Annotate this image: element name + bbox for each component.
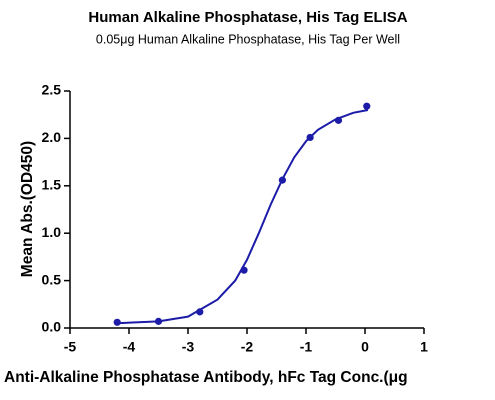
- x-tick-label: -4: [123, 339, 136, 355]
- x-tick-label: -1: [300, 339, 313, 355]
- data-point: [306, 133, 314, 142]
- y-tick-label: 1.0: [42, 224, 62, 240]
- y-tick-label: 0.0: [42, 319, 62, 335]
- data-point: [363, 102, 371, 110]
- data-point: [240, 266, 248, 274]
- x-axis-label: Anti-Alkaline Phosphatase Antibody, hFc …: [4, 369, 408, 386]
- y-tick-label: 1.5: [42, 177, 62, 193]
- data-point: [278, 176, 286, 184]
- x-tick-label: -2: [241, 339, 254, 355]
- chart-title: Human Alkaline Phosphatase, His Tag ELIS…: [88, 9, 407, 26]
- y-axis-label: Mean Abs.(OD450): [19, 141, 36, 277]
- chart-subtitle: 0.05μg Human Alkaline Phosphatase, His T…: [96, 32, 400, 46]
- x-tick-label: -5: [64, 339, 77, 355]
- data-point: [334, 116, 343, 124]
- x-tick-label: 0: [361, 339, 369, 355]
- y-tick-label: 0.5: [42, 271, 62, 287]
- data-point: [196, 308, 204, 316]
- y-tick-label: 2.5: [42, 82, 62, 98]
- data-point: [113, 318, 121, 326]
- x-tick-label: -3: [182, 339, 195, 355]
- data-point: [154, 317, 163, 325]
- x-tick-label: 1: [420, 339, 428, 355]
- y-tick-label: 2.0: [42, 129, 62, 145]
- fit-curve: [117, 108, 369, 325]
